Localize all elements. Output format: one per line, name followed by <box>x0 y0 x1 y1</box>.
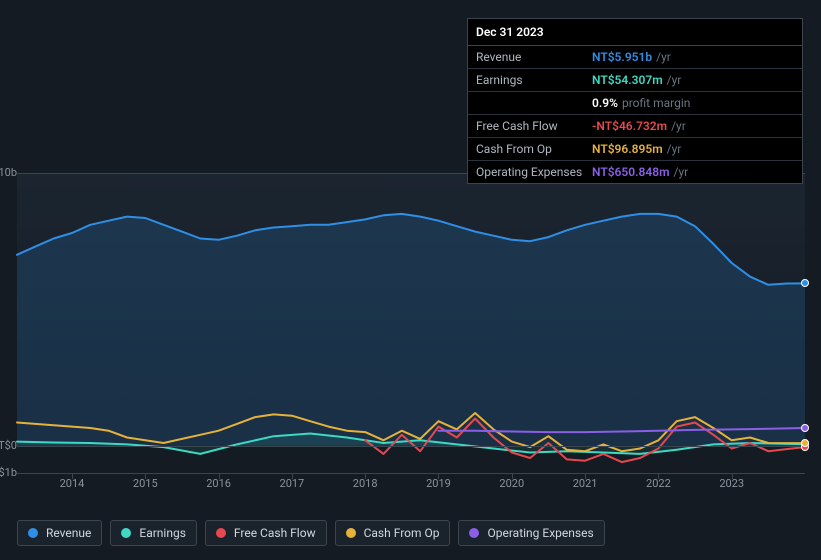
legend-label: Cash From Op <box>364 526 440 540</box>
x-axis-label: 2015 <box>133 477 158 490</box>
tooltip-metric-label <box>476 96 592 110</box>
x-axis-label: 2018 <box>353 477 378 490</box>
tooltip-metric-label: Free Cash Flow <box>476 119 592 133</box>
tooltip-date: Dec 31 2023 <box>468 19 802 46</box>
tooltip-row: EarningsNT$54.307m/yr <box>468 69 802 92</box>
x-axis-label: 2014 <box>60 477 85 490</box>
legend-label: Revenue <box>46 526 91 540</box>
series-endpoint[interactable] <box>801 279 809 287</box>
legend-item[interactable]: Operating Expenses <box>458 520 604 546</box>
x-axis-label: 2016 <box>206 477 231 490</box>
tooltip-metric-value: 0.9%profit margin <box>592 96 690 110</box>
x-axis-label: 2019 <box>426 477 451 490</box>
chart-tooltip: Dec 31 2023 RevenueNT$5.951b/yrEarningsN… <box>467 18 803 184</box>
legend-swatch-icon <box>469 528 479 538</box>
tooltip-metric-value: NT$54.307m/yr <box>592 73 681 87</box>
tooltip-metric-label: Revenue <box>476 50 592 64</box>
legend-label: Earnings <box>139 526 186 540</box>
y-axis-label: -NT$1b <box>0 466 17 479</box>
y-axis-label: NT$10b <box>0 166 17 179</box>
tooltip-metric-value: NT$96.895m/yr <box>592 142 681 156</box>
legend-item[interactable]: Free Cash Flow <box>205 520 327 546</box>
series-area <box>17 214 805 446</box>
tooltip-metric-label: Operating Expenses <box>476 165 592 179</box>
legend-swatch-icon <box>216 528 226 538</box>
tooltip-metric-value: NT$650.848m/yr <box>592 165 688 179</box>
legend-item[interactable]: Revenue <box>17 520 102 546</box>
series-endpoint[interactable] <box>801 424 809 432</box>
gridline <box>17 446 805 447</box>
tooltip-metric-value: NT$5.951b/yr <box>592 50 671 64</box>
tooltip-metric-value: -NT$46.732m/yr <box>592 119 686 133</box>
legend-item[interactable]: Cash From Op <box>335 520 451 546</box>
x-axis: 2014 2015 2016 2017 2018 2019 2020 2021 2022 2023 <box>17 477 805 493</box>
tooltip-row: Free Cash Flow-NT$46.732m/yr <box>468 115 802 138</box>
x-axis-label: 2017 <box>280 477 305 490</box>
x-axis-label: 2022 <box>646 477 671 490</box>
chart-plot-area[interactable] <box>17 173 805 473</box>
tooltip-row: Operating ExpensesNT$650.848m/yr <box>468 161 802 183</box>
tooltip-row: Cash From OpNT$96.895m/yr <box>468 138 802 161</box>
tooltip-row: 0.9%profit margin <box>468 92 802 115</box>
legend-swatch-icon <box>346 528 356 538</box>
tooltip-metric-label: Cash From Op <box>476 142 592 156</box>
legend-swatch-icon <box>121 528 131 538</box>
chart-legend: Revenue Earnings Free Cash Flow Cash From O… <box>17 520 605 546</box>
tooltip-metric-label: Earnings <box>476 73 592 87</box>
tooltip-row: RevenueNT$5.951b/yr <box>468 46 802 69</box>
x-axis-label: 2023 <box>719 477 744 490</box>
x-axis-label: 2020 <box>499 477 524 490</box>
series-endpoint[interactable] <box>801 439 809 447</box>
y-axis-label: NT$0 <box>0 439 17 452</box>
financials-chart: 2014201520162017201820192020202120222023… <box>17 155 805 485</box>
legend-label: Operating Expenses <box>487 526 593 540</box>
legend-label: Free Cash Flow <box>234 526 316 540</box>
legend-swatch-icon <box>28 528 38 538</box>
x-axis-label: 2021 <box>573 477 598 490</box>
legend-item[interactable]: Earnings <box>110 520 197 546</box>
gridline <box>17 473 805 474</box>
